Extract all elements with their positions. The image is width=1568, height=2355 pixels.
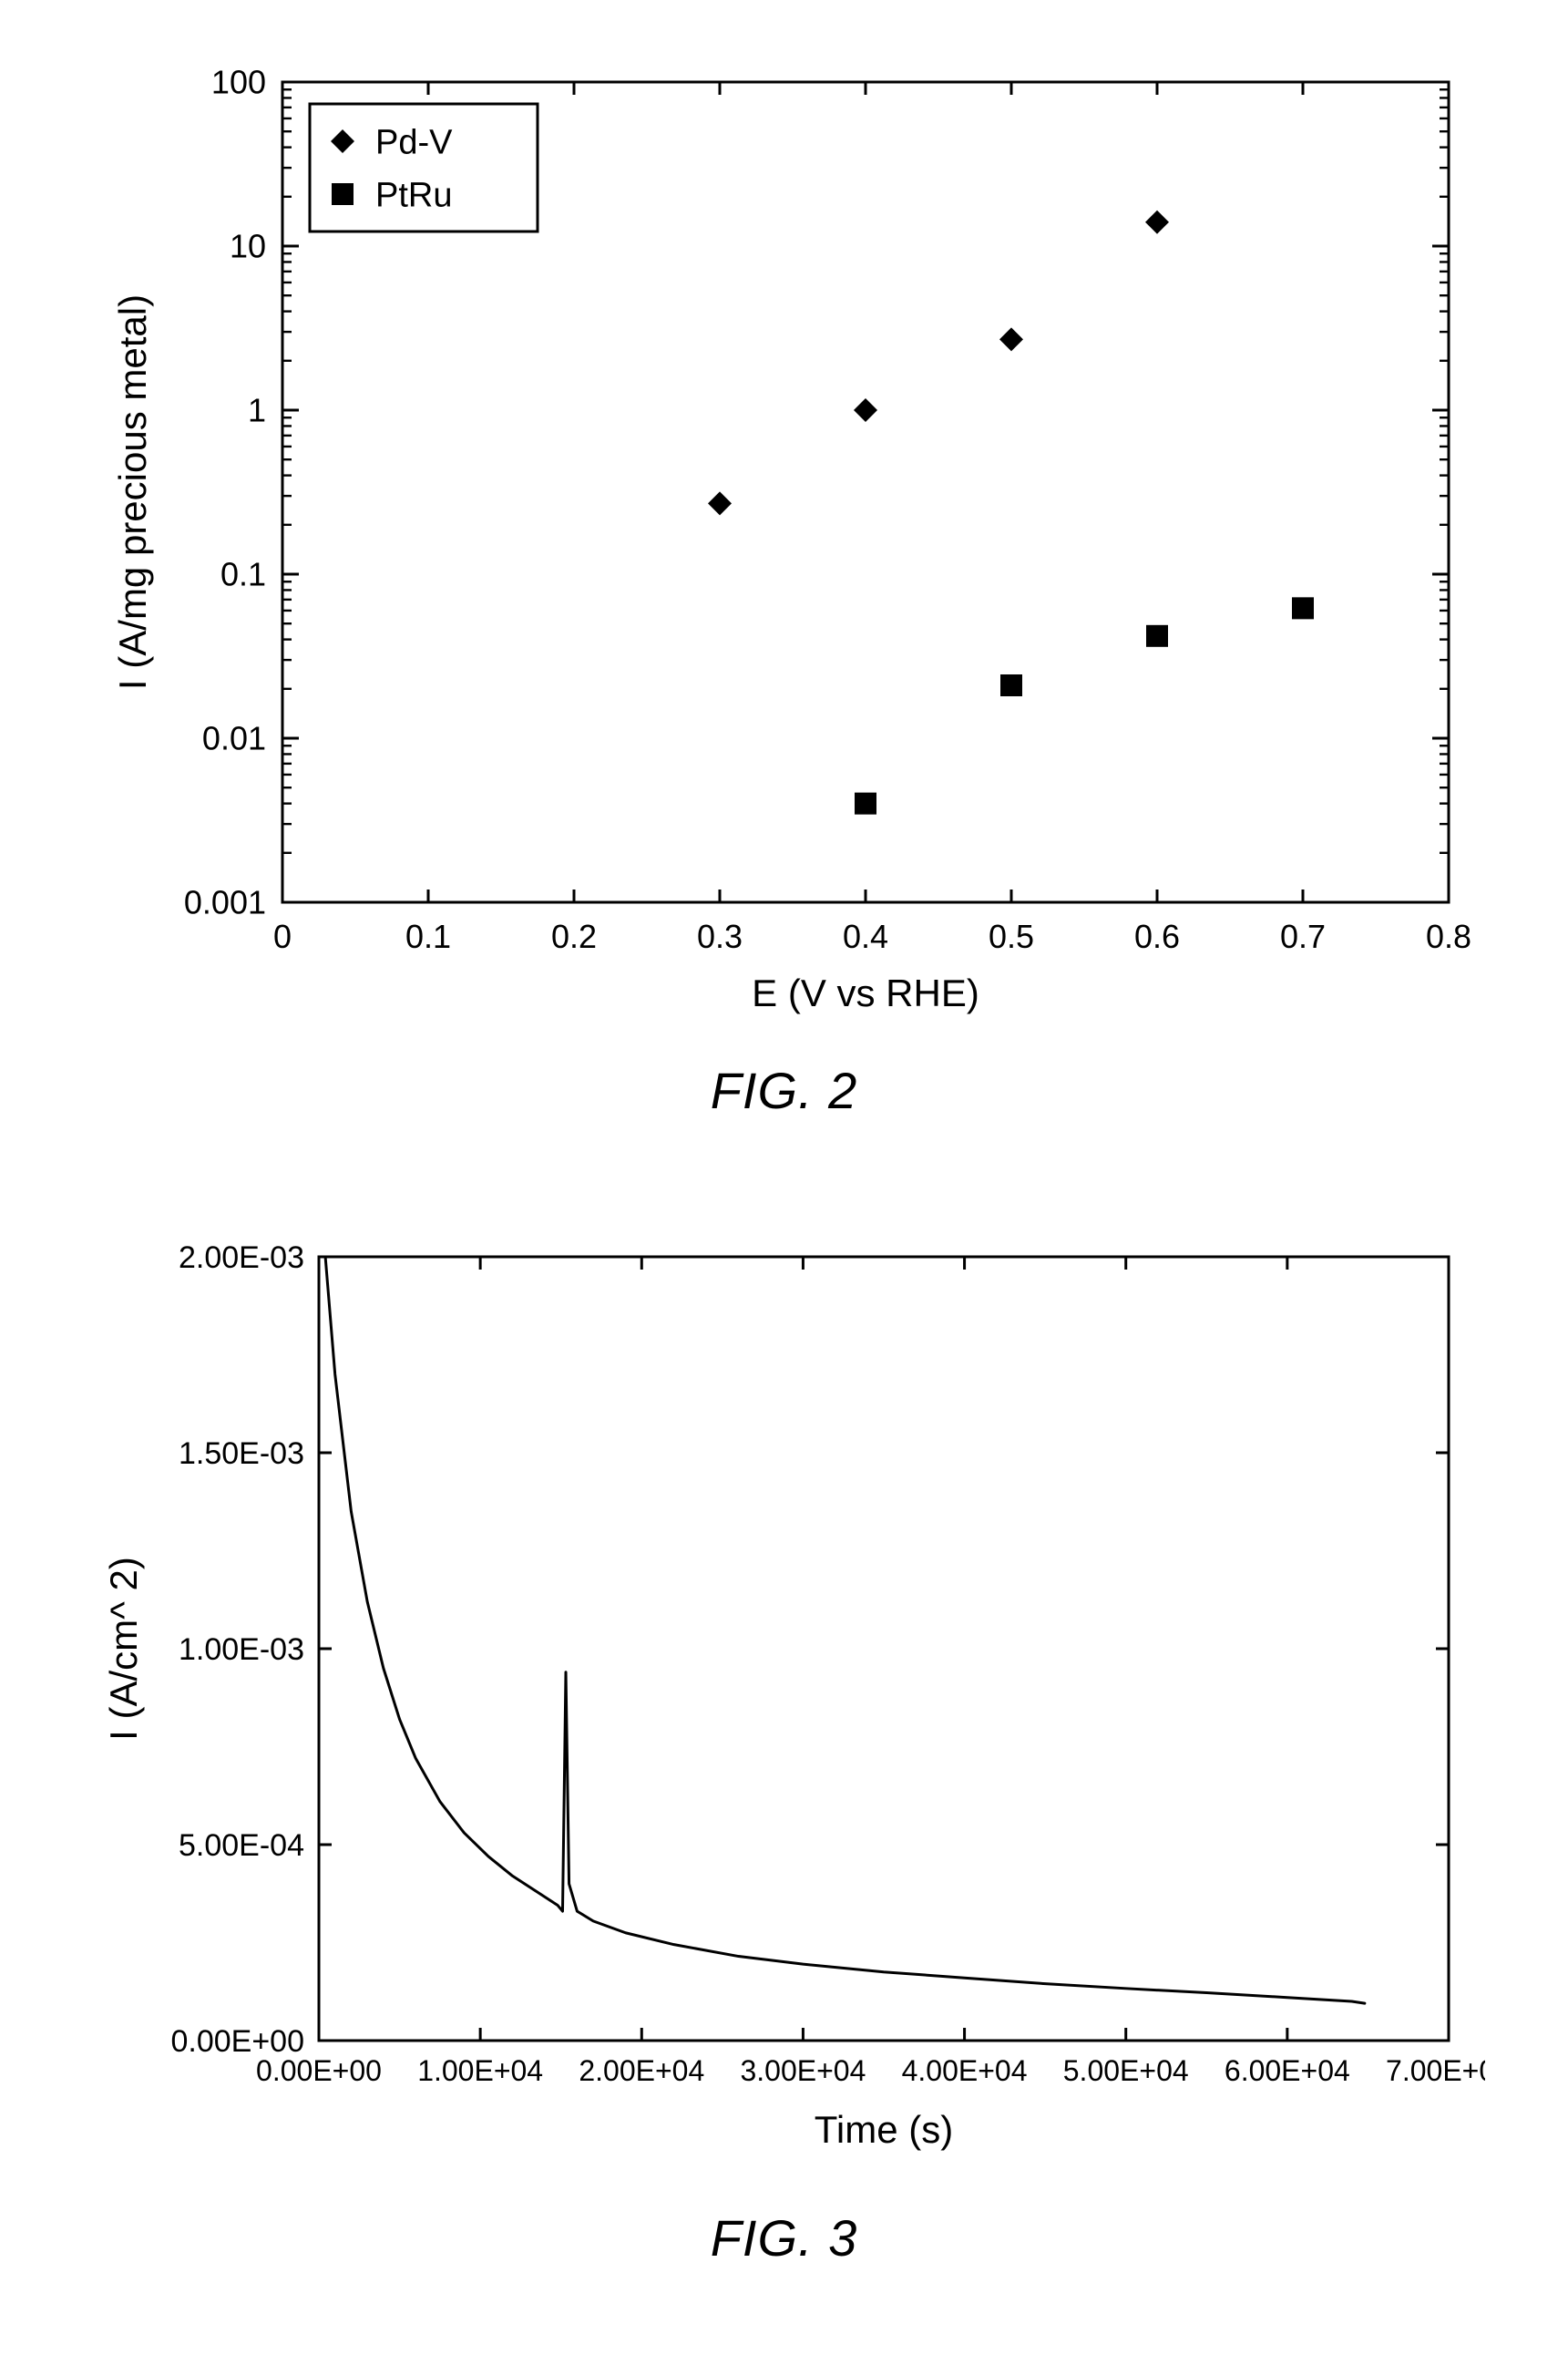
- svg-text:6.00E+04: 6.00E+04: [1225, 2054, 1350, 2087]
- figure-2: 0 0.1 0.2 0.3 0.4 0.5 0.6 0.7 0.8 E (V vs RHE) 0.0…: [82, 55, 1486, 1120]
- svg-text:0.01: 0.01: [202, 720, 266, 757]
- svg-text:0.6: 0.6: [1134, 918, 1180, 955]
- fig3-series-current-density: [319, 1229, 1365, 2003]
- svg-text:0.2: 0.2: [551, 918, 597, 955]
- svg-text:1: 1: [248, 392, 266, 429]
- svg-text:7.00E+04: 7.00E+04: [1386, 2054, 1485, 2087]
- fig2-point-Pd-V: [708, 491, 732, 515]
- svg-text:0.8: 0.8: [1426, 918, 1471, 955]
- fig2-point-PtRu: [1292, 597, 1314, 619]
- figure-3: 0.00E+00 1.00E+04 2.00E+04 3.00E+04 4.00E+04…: [82, 1229, 1486, 2268]
- fig2-point-PtRu: [855, 793, 876, 815]
- svg-text:5.00E-04: 5.00E-04: [179, 1828, 304, 1863]
- page: 0 0.1 0.2 0.3 0.4 0.5 0.6 0.7 0.8 E (V vs RHE) 0.0…: [0, 0, 1568, 2350]
- svg-text:0.1: 0.1: [220, 556, 266, 593]
- fig2-legend-label-Pd-V: Pd-V: [375, 123, 453, 161]
- svg-text:0.5: 0.5: [989, 918, 1034, 955]
- svg-text:Time (s): Time (s): [815, 2108, 953, 2151]
- svg-text:10: 10: [230, 228, 266, 265]
- fig2-point-Pd-V: [1145, 211, 1169, 234]
- fig3-chart: 0.00E+00 1.00E+04 2.00E+04 3.00E+04 4.00E+04…: [82, 1229, 1486, 2186]
- svg-text:0.00E+00: 0.00E+00: [170, 2024, 304, 2059]
- svg-text:1.00E-03: 1.00E-03: [179, 1632, 304, 1667]
- svg-text:100: 100: [211, 64, 266, 101]
- fig2-legend-marker-PtRu: [332, 183, 354, 205]
- svg-text:0.00E+00: 0.00E+00: [256, 2054, 382, 2087]
- fig2-point-PtRu: [1000, 674, 1022, 696]
- svg-text:2.00E-03: 2.00E-03: [179, 1240, 304, 1275]
- fig2-chart: 0 0.1 0.2 0.3 0.4 0.5 0.6 0.7 0.8 E (V vs RHE) 0.0…: [82, 55, 1486, 1039]
- figure-gap: [82, 1120, 1486, 1229]
- fig2-svg: 0 0.1 0.2 0.3 0.4 0.5 0.6 0.7 0.8 E (V vs RHE) 0.0…: [82, 55, 1485, 1039]
- fig2-point-Pd-V: [999, 327, 1023, 351]
- svg-text:2.00E+04: 2.00E+04: [579, 2054, 704, 2087]
- svg-text:0.001: 0.001: [184, 884, 266, 921]
- svg-text:0.4: 0.4: [843, 918, 888, 955]
- svg-text:0: 0: [273, 918, 292, 955]
- svg-text:5.00E+04: 5.00E+04: [1063, 2054, 1189, 2087]
- svg-text:E (V vs RHE): E (V vs RHE): [752, 972, 979, 1014]
- svg-text:I (A/cm^ 2): I (A/cm^ 2): [102, 1557, 145, 1741]
- fig2-point-Pd-V: [854, 398, 877, 422]
- svg-text:1.00E+04: 1.00E+04: [417, 2054, 543, 2087]
- svg-text:0.3: 0.3: [697, 918, 743, 955]
- svg-text:4.00E+04: 4.00E+04: [902, 2054, 1028, 2087]
- fig3-svg: 0.00E+00 1.00E+04 2.00E+04 3.00E+04 4.00E+04…: [82, 1229, 1485, 2186]
- svg-text:0.1: 0.1: [405, 918, 451, 955]
- fig2-point-PtRu: [1146, 625, 1168, 647]
- svg-text:I (A/mg precious metal): I (A/mg precious metal): [111, 294, 154, 690]
- fig2-legend-label-PtRu: PtRu: [375, 176, 452, 214]
- fig2-caption: FIG. 2: [82, 1061, 1486, 1120]
- fig3-caption: FIG. 3: [82, 2208, 1486, 2268]
- svg-text:3.00E+04: 3.00E+04: [740, 2054, 866, 2087]
- svg-text:1.50E-03: 1.50E-03: [179, 1436, 304, 1471]
- svg-text:0.7: 0.7: [1280, 918, 1326, 955]
